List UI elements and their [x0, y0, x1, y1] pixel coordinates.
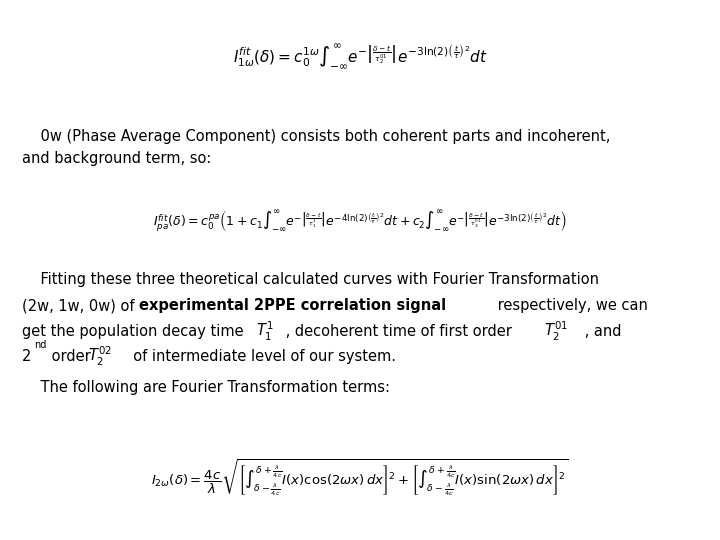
Text: $T_2^{02}$: $T_2^{02}$ — [88, 345, 112, 368]
Text: $I_{1\omega}^{fit}(\delta) = c_0^{1\omega}\int_{-\infty}^{\infty} e^{-\left|\fra: $I_{1\omega}^{fit}(\delta) = c_0^{1\omeg… — [233, 43, 487, 71]
Text: $I_{2\omega}(\delta) = \dfrac{4c}{\lambda}\sqrt{\left[\int_{\delta - \frac{\lamb: $I_{2\omega}(\delta) = \dfrac{4c}{\lambd… — [151, 458, 569, 498]
Text: 0w (Phase Average Component) consists both coherent parts and incoherent,: 0w (Phase Average Component) consists bo… — [22, 129, 610, 144]
Text: Fitting these three theoretical calculated curves with Fourier Transformation: Fitting these three theoretical calculat… — [22, 272, 598, 287]
Text: and background term, so:: and background term, so: — [22, 151, 211, 166]
Text: respectively, we can: respectively, we can — [493, 298, 648, 313]
Text: The following are Fourier Transformation terms:: The following are Fourier Transformation… — [22, 380, 390, 395]
Text: order: order — [47, 349, 95, 364]
Text: $T_2^{01}$: $T_2^{01}$ — [544, 320, 567, 342]
Text: , decoherent time of first order: , decoherent time of first order — [281, 323, 516, 339]
Text: (2w, 1w, 0w) of: (2w, 1w, 0w) of — [22, 298, 139, 313]
Text: experimental 2PPE correlation signal: experimental 2PPE correlation signal — [139, 298, 446, 313]
Text: of intermediate level of our system.: of intermediate level of our system. — [124, 349, 396, 364]
Text: $I_{pa}^{fit}(\delta) = c_0^{pa}\left(1 + c_1\int_{-\infty}^{\infty} e^{-\left|\: $I_{pa}^{fit}(\delta) = c_0^{pa}\left(1 … — [153, 209, 567, 234]
Text: 2: 2 — [22, 349, 31, 364]
Text: , and: , and — [580, 323, 621, 339]
Text: $T_1^{1}$: $T_1^{1}$ — [256, 320, 273, 342]
Text: get the population decay time: get the population decay time — [22, 323, 248, 339]
Text: nd: nd — [35, 340, 47, 349]
